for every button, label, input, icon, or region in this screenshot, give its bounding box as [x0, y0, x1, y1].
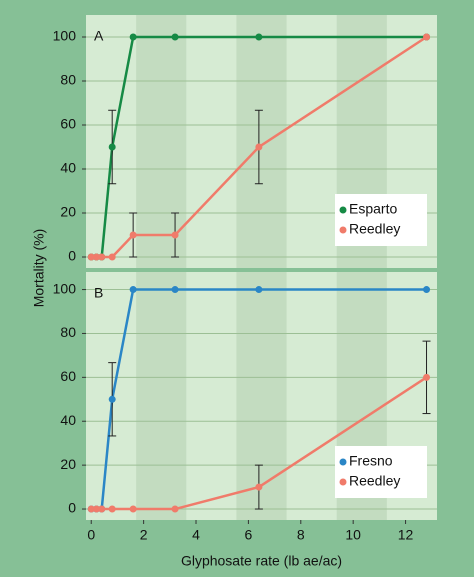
y-axis-label: Mortality (%): [31, 229, 47, 308]
y-tick-label: 0: [68, 248, 76, 264]
data-point: [92, 253, 100, 261]
y-tick-label: 0: [68, 500, 76, 516]
data-point: [129, 505, 137, 513]
y-tick-label: 100: [53, 280, 77, 296]
y-tick-label: 60: [60, 116, 76, 132]
data-point: [108, 253, 116, 261]
data-point: [129, 286, 137, 294]
data-point: [423, 373, 431, 381]
data-point: [255, 483, 263, 491]
data-point: [108, 505, 116, 513]
legend-marker: [339, 458, 347, 466]
panel-label: B: [94, 285, 103, 301]
y-tick-label: 100: [53, 28, 77, 44]
x-tick-label: 4: [192, 527, 200, 543]
data-point: [129, 231, 137, 239]
data-point: [129, 33, 137, 41]
data-point: [255, 143, 263, 151]
legend-marker: [339, 478, 347, 486]
legend-label: Esparto: [349, 201, 397, 217]
y-tick-label: 20: [60, 456, 76, 472]
data-point: [171, 286, 179, 294]
y-tick-label: 40: [60, 160, 76, 176]
data-point: [171, 33, 179, 41]
data-point: [98, 253, 106, 261]
data-point: [92, 505, 100, 513]
panel-label: A: [94, 28, 104, 44]
x-tick-label: 8: [297, 527, 305, 543]
column-shade: [236, 15, 287, 268]
y-tick-label: 80: [60, 72, 76, 88]
data-point: [98, 505, 106, 513]
data-point: [108, 143, 116, 151]
data-point: [108, 395, 116, 403]
x-axis-label: Glyphosate rate (lb ae/ac): [181, 553, 342, 569]
legend-label: Reedley: [349, 473, 400, 489]
data-point: [87, 253, 95, 261]
x-tick-label: 2: [140, 527, 148, 543]
y-tick-label: 20: [60, 204, 76, 220]
data-point: [87, 505, 95, 513]
x-tick-label: 12: [398, 527, 414, 543]
legend-marker: [339, 226, 347, 234]
data-point: [255, 33, 263, 41]
y-tick-label: 60: [60, 368, 76, 384]
x-tick-label: 6: [245, 527, 253, 543]
legend-box: [335, 446, 427, 498]
data-point: [171, 505, 179, 513]
y-tick-label: 80: [60, 324, 76, 340]
legend-label: Fresno: [349, 453, 393, 469]
data-point: [423, 286, 431, 294]
x-tick-label: 0: [87, 527, 95, 543]
x-tick-label: 10: [345, 527, 361, 543]
legend-marker: [339, 206, 347, 214]
data-point: [423, 33, 431, 41]
column-shade: [136, 15, 187, 268]
legend-label: Reedley: [349, 221, 400, 237]
legend-box: [335, 194, 427, 246]
data-point: [171, 231, 179, 239]
data-point: [255, 286, 263, 294]
column-shade: [136, 272, 187, 520]
column-shade: [236, 272, 287, 520]
y-tick-label: 40: [60, 412, 76, 428]
